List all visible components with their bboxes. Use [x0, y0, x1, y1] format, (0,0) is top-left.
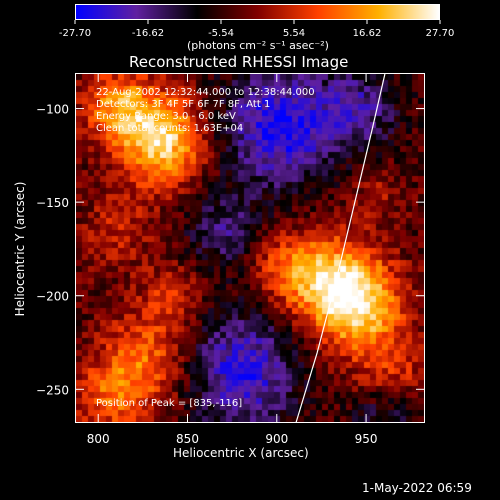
heatmap: [76, 74, 424, 422]
plot-area: 22-Aug-2002 12:32:44.000 to 12:38:44.000…: [75, 73, 425, 423]
colorbar-units: (photons cm⁻² s⁻¹ asec⁻²): [187, 39, 329, 52]
counts-label: Clean total counts: 1.63E+04: [96, 123, 244, 134]
colorbar-tick-label: -16.62: [132, 28, 164, 39]
x-axis-label: Heliocentric X (arcsec): [173, 446, 309, 460]
colorbar-tick-label: -27.70: [59, 28, 91, 39]
detectors-label: Detectors: 3F 4F 5F 6F 7F 8F, Att 1: [96, 99, 271, 110]
chart-title: Reconstructed RHESSI Image: [129, 53, 349, 71]
energy-range-label: Energy Range: 3.0 - 6.0 keV: [96, 111, 236, 122]
timestamp: 1-May-2022 06:59: [362, 481, 472, 495]
colorbar-tick-label: 5.54: [283, 28, 305, 39]
peak-position-label: Position of Peak = [835,-116]: [96, 398, 243, 409]
x-tick-label: 950: [355, 432, 378, 446]
colorbar-tick-label: 27.70: [426, 28, 455, 39]
y-axis-label: Heliocentric Y (arcsec): [13, 181, 27, 317]
y-tick-label: −100: [36, 103, 69, 117]
colorbar-tick-label: -5.54: [208, 28, 234, 39]
colorbar-tick-label: 16.62: [353, 28, 382, 39]
x-tick-label: 900: [265, 432, 288, 446]
colorbar-ticks: -27.70 -16.62 -5.54 5.54 16.62 27.70: [59, 20, 455, 39]
y-tick-label: −150: [36, 196, 69, 210]
x-tick-label: 800: [87, 432, 110, 446]
x-tick-label: 850: [176, 432, 199, 446]
colorbar: [75, 4, 440, 20]
limb-overlay: [295, 74, 386, 422]
y-tick-label: −250: [36, 383, 69, 397]
y-tick-label: −200: [36, 290, 69, 304]
solar-limb: [295, 74, 386, 422]
time-range-label: 22-Aug-2002 12:32:44.000 to 12:38:44.000: [96, 87, 315, 98]
